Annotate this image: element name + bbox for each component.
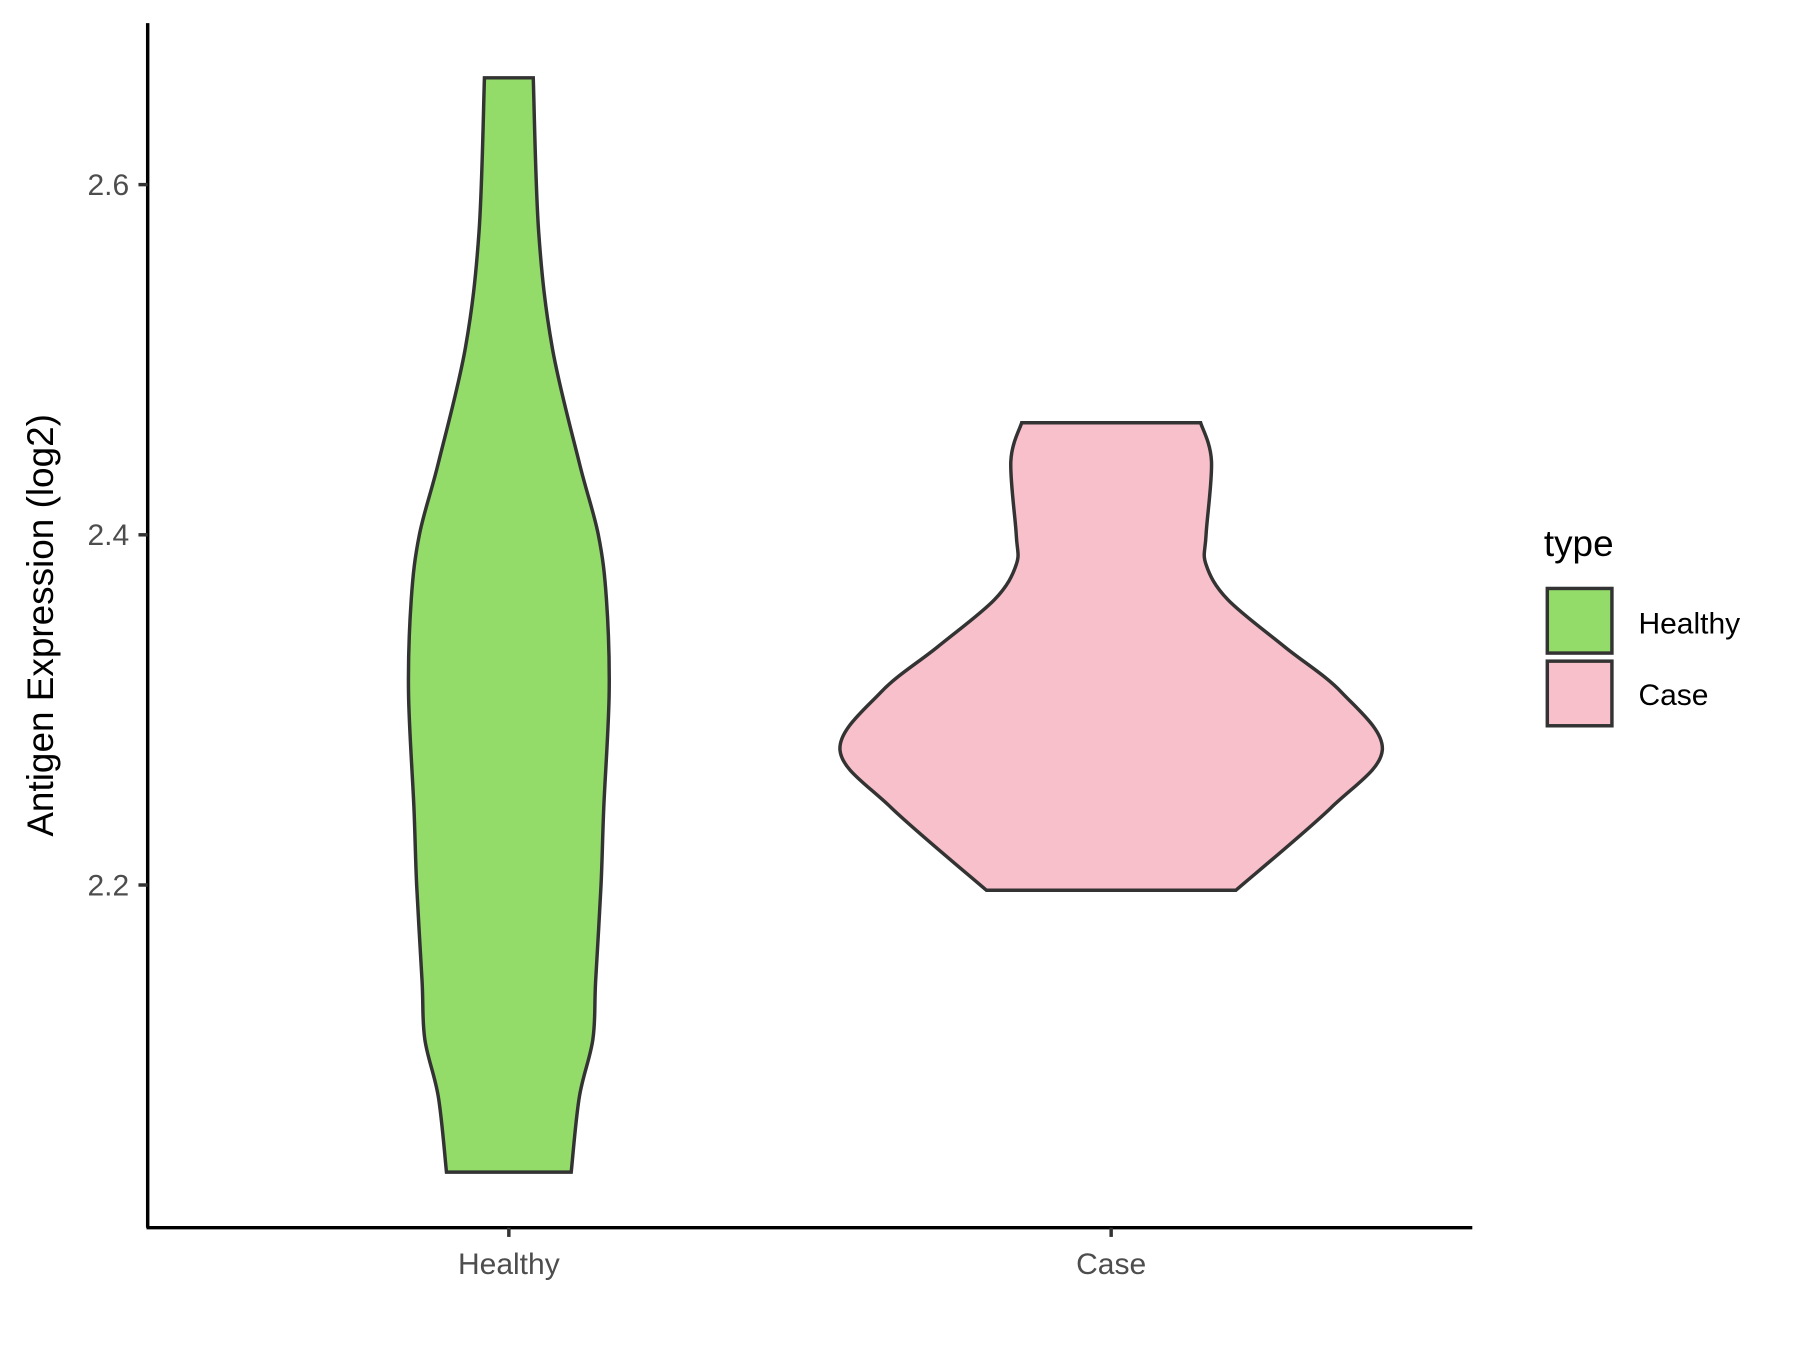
y-axis-label: Antigen Expression (log2) (20, 414, 61, 837)
violin-healthy (406, 76, 611, 1174)
y-tick-label: 2.2 (88, 869, 130, 902)
y-tick-label: 2.4 (88, 519, 130, 552)
violins (406, 76, 1385, 1174)
x-tick-label: Healthy (458, 1248, 560, 1281)
violin-case (838, 421, 1385, 892)
y-tick-label: 2.6 (88, 169, 130, 202)
legend-label-case: Case (1638, 679, 1708, 712)
legend: type Healthy Case (1544, 523, 1740, 728)
legend-key-case (1545, 659, 1614, 728)
legend-label-healthy: Healthy (1638, 607, 1740, 640)
legend-title: type (1544, 523, 1614, 564)
x-tick-label: Case (1076, 1248, 1146, 1281)
legend-key-healthy (1545, 586, 1614, 655)
